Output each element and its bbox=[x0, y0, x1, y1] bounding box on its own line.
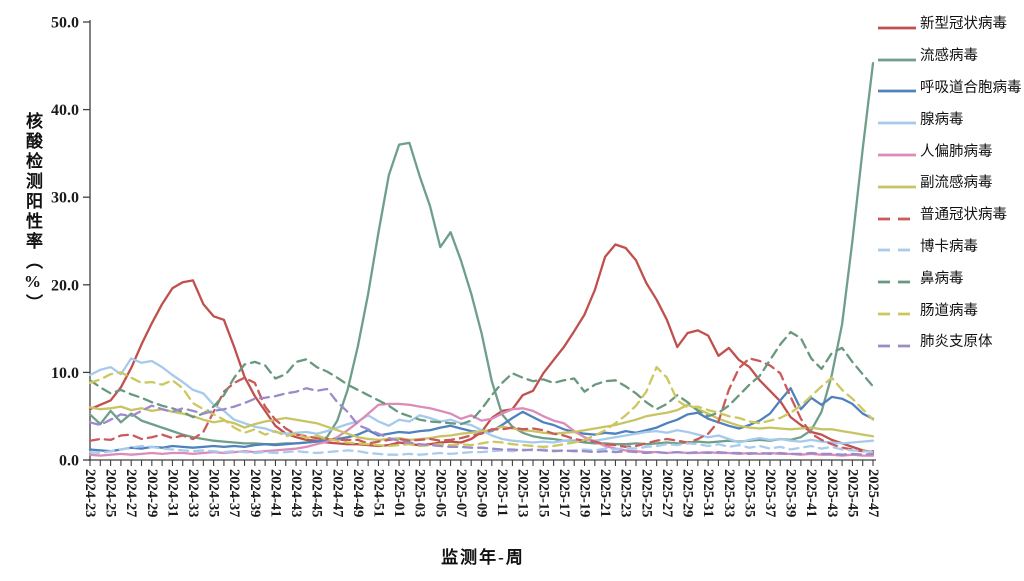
x-tick-label: 2024-35 bbox=[206, 469, 222, 517]
x-tick-label: 2024-27 bbox=[123, 469, 139, 517]
x-tick-label: 2024-29 bbox=[144, 469, 160, 517]
x-tick-label: 2025-33 bbox=[721, 469, 737, 517]
x-tick-label: 2025-39 bbox=[783, 469, 799, 517]
y-tick-label: 0.0 bbox=[59, 453, 79, 470]
x-tick-label: 2024-43 bbox=[288, 469, 304, 517]
x-tick-label: 2025-19 bbox=[577, 469, 593, 517]
legend-label: 腺病毒 bbox=[920, 111, 964, 128]
legend-label: 呼吸道合胞病毒 bbox=[920, 79, 1022, 96]
legend-item-hmpv: 人偏肺病毒 bbox=[877, 134, 1022, 166]
x-tick-label: 2025-47 bbox=[865, 469, 881, 517]
x-tick-label: 2024-33 bbox=[185, 469, 201, 517]
line-swatch-icon bbox=[877, 146, 917, 157]
x-tick-label: 2025-35 bbox=[741, 469, 757, 517]
line-swatch-icon bbox=[877, 210, 917, 221]
x-axis-title: 监测年-周 bbox=[441, 548, 525, 567]
x-tick-label: 2024-51 bbox=[370, 469, 386, 517]
x-tick-label: 2025-45 bbox=[844, 469, 860, 517]
y-tick-label: 30.0 bbox=[51, 190, 79, 207]
series-line-hmpv bbox=[88, 402, 875, 457]
legend-item-adenovirus: 腺病毒 bbox=[877, 102, 1022, 134]
x-tick-label: 2025-05 bbox=[432, 469, 448, 517]
legend-label: 人偏肺病毒 bbox=[920, 143, 993, 160]
line-swatch-icon bbox=[877, 19, 917, 30]
legend-item-influenza: 流感病毒 bbox=[877, 39, 1022, 71]
series-line-enterovirus bbox=[88, 365, 875, 449]
series-line-rhinovirus bbox=[88, 330, 875, 426]
x-tick-label: 2024-25 bbox=[103, 469, 119, 517]
x-tick-label: 2025-11 bbox=[494, 469, 510, 517]
line-swatch-icon bbox=[877, 273, 917, 284]
line-swatch-icon bbox=[877, 178, 917, 189]
x-tick-label: 2025-07 bbox=[453, 469, 469, 517]
line-swatch-icon bbox=[877, 114, 917, 125]
legend-label: 副流感病毒 bbox=[920, 175, 993, 192]
series-line-influenza bbox=[88, 62, 875, 446]
legend-item-novel-coronavirus: 新型冠状病毒 bbox=[877, 7, 1022, 39]
series-line-bocavirus bbox=[88, 442, 875, 456]
legend-item-rsv: 呼吸道合胞病毒 bbox=[877, 71, 1022, 103]
legend-item-common-coronavirus: 普通冠状病毒 bbox=[877, 198, 1022, 230]
x-tick-label: 2024-41 bbox=[267, 469, 283, 517]
y-tick-label: 10.0 bbox=[51, 365, 79, 382]
x-tick-label: 2025-37 bbox=[762, 469, 778, 517]
legend-label: 流感病毒 bbox=[920, 48, 978, 65]
legend-item-rhinovirus: 鼻病毒 bbox=[877, 261, 1022, 293]
x-tick-label: 2025-17 bbox=[556, 469, 572, 517]
x-tick-label: 2025-41 bbox=[803, 469, 819, 517]
line-swatch-icon bbox=[877, 305, 917, 316]
x-tick-label: 2025-31 bbox=[700, 469, 716, 517]
line-swatch-icon bbox=[877, 241, 917, 252]
x-tick-label: 2025-01 bbox=[391, 469, 407, 517]
x-tick-label: 2024-45 bbox=[309, 469, 325, 517]
x-tick-label: 2024-37 bbox=[226, 469, 242, 517]
x-tick-label: 2024-23 bbox=[82, 469, 98, 517]
legend-item-parainfluenza: 副流感病毒 bbox=[877, 166, 1022, 198]
x-tick-label: 2025-03 bbox=[412, 469, 428, 517]
x-tick-label: 2025-09 bbox=[474, 469, 490, 517]
x-tick-label: 2025-15 bbox=[535, 469, 551, 517]
x-tick-label: 2025-29 bbox=[680, 469, 696, 517]
legend-label: 肺炎支原体 bbox=[920, 334, 993, 351]
y-tick-label: 20.0 bbox=[51, 277, 79, 294]
line-swatch-icon bbox=[877, 337, 917, 348]
y-tick-label: 50.0 bbox=[51, 15, 79, 32]
legend-item-enterovirus: 肠道病毒 bbox=[877, 293, 1022, 325]
x-tick-label: 2025-43 bbox=[824, 469, 840, 517]
legend-label: 肠道病毒 bbox=[920, 302, 978, 319]
x-tick-label: 2025-21 bbox=[597, 469, 613, 517]
legend-label: 博卡病毒 bbox=[920, 238, 978, 255]
x-tick-label: 2025-13 bbox=[515, 469, 531, 517]
legend-label: 新型冠状病毒 bbox=[920, 16, 1007, 33]
x-tick-label: 2025-25 bbox=[638, 469, 654, 517]
x-tick-label: 2024-39 bbox=[247, 469, 263, 517]
series-line-common-coronavirus bbox=[88, 357, 875, 453]
y-axis-title: 核酸检测阳性率（%） bbox=[23, 112, 42, 314]
legend: 新型冠状病毒 流感病毒 呼吸道合胞病毒 腺病毒 人偏肺病毒 副流感病毒 普通冠状… bbox=[877, 7, 1022, 357]
x-tick-label: 2025-23 bbox=[618, 469, 634, 517]
series-line-mycoplasma bbox=[88, 387, 875, 456]
legend-item-bocavirus: 博卡病毒 bbox=[877, 230, 1022, 262]
legend-item-mycoplasma: 肺炎支原体 bbox=[877, 325, 1022, 357]
x-tick-label: 2024-47 bbox=[329, 469, 345, 517]
y-tick-label: 40.0 bbox=[51, 102, 79, 119]
series-line-parainfluenza bbox=[88, 403, 875, 442]
line-swatch-icon bbox=[877, 82, 917, 93]
legend-label: 鼻病毒 bbox=[920, 270, 964, 287]
line-swatch-icon bbox=[877, 51, 917, 62]
legend-label: 普通冠状病毒 bbox=[920, 207, 1007, 224]
x-tick-label: 2025-27 bbox=[659, 469, 675, 517]
x-tick-label: 2024-31 bbox=[164, 469, 180, 517]
x-tick-label: 2024-49 bbox=[350, 469, 366, 517]
